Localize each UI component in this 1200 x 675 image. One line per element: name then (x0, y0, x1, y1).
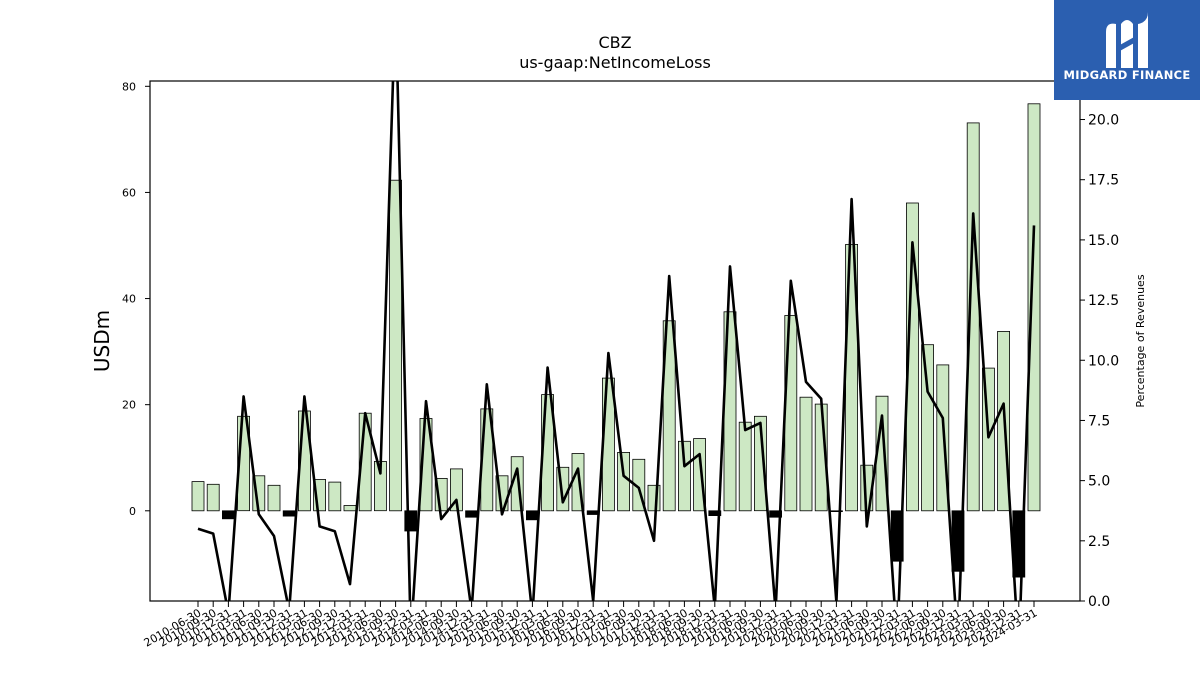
bar-2020-06-30 (799, 396, 813, 512)
bar-2014-09-30 (449, 468, 463, 512)
y-axis-left: 0 20 40 60 80 (122, 80, 150, 518)
bar-2019-06-30 (738, 421, 752, 512)
bar-2014-12-31 (465, 510, 479, 518)
bar-2013-09-30 (389, 179, 403, 512)
x-axis: 2010-06-302010-09-302010-12-312011-03-31… (142, 601, 1040, 650)
bar-2018-03-31 (662, 320, 676, 512)
y2-tick-label-12.5: 12.5 (1088, 293, 1119, 309)
bar-2018-06-30 (678, 440, 691, 512)
bar-2019-09-30 (754, 415, 767, 512)
y2-tick-label-2.5: 2.5 (1088, 534, 1110, 550)
midgard-finance-logo: MIDGARD FINANCE (1054, 0, 1200, 100)
y2-tick-label-15.0: 15.0 (1088, 233, 1119, 249)
bar-2015-12-31 (526, 510, 539, 521)
bar-2019-12-31 (769, 510, 782, 518)
y2-tick-label-5.0: 5.0 (1088, 474, 1110, 490)
y2-tick-label-7.5: 7.5 (1088, 413, 1110, 429)
bar-2011-12-31 (282, 510, 296, 517)
bar-2017-06-30 (617, 451, 630, 512)
bar-2011-09-30 (267, 484, 281, 512)
y-tick-label-60: 60 (122, 186, 136, 199)
y2-tick-label-0.0: 0.0 (1088, 594, 1110, 610)
plot-frame (149, 80, 1081, 602)
bar-2012-09-30 (328, 481, 342, 512)
bar-2012-12-31 (343, 505, 357, 512)
y-tick-label-0: 0 (129, 505, 136, 518)
y2-tick-label-20.0: 20.0 (1088, 113, 1119, 129)
y-tick-label-20: 20 (122, 399, 136, 412)
midgard-logo-icon (1106, 12, 1148, 68)
bar-series (191, 103, 1041, 578)
y-axis-right-label: Percentage of Revenues (1134, 274, 1147, 407)
logo-text: MIDGARD FINANCE (1063, 68, 1191, 82)
bar-2010-12-31 (221, 510, 235, 520)
y-tick-label-40: 40 (122, 293, 136, 306)
chart-title: CBZ (598, 33, 631, 52)
y-tick-label-80: 80 (122, 80, 136, 93)
bar-2018-12-31 (708, 510, 722, 516)
y2-tick-label-17.5: 17.5 (1088, 173, 1119, 189)
y-axis-left-label: USDm (90, 310, 114, 372)
y-axis-right: 0.0 2.5 5.0 7.5 10.0 12.5 15.0 17.5 20.0 (1080, 113, 1119, 610)
bar-2017-03-31 (602, 377, 615, 512)
percentage-line (197, 81, 1036, 601)
bar-2010-09-30 (206, 483, 220, 512)
bar-2024-03-31 (1027, 103, 1041, 512)
percentage-line-series (197, 81, 1036, 601)
chart-subtitle: us-gaap:NetIncomeLoss (519, 53, 711, 72)
bar-2010-06-30 (191, 481, 205, 512)
bar-2022-06-30 (921, 344, 934, 512)
y2-tick-label-10.0: 10.0 (1088, 353, 1119, 369)
